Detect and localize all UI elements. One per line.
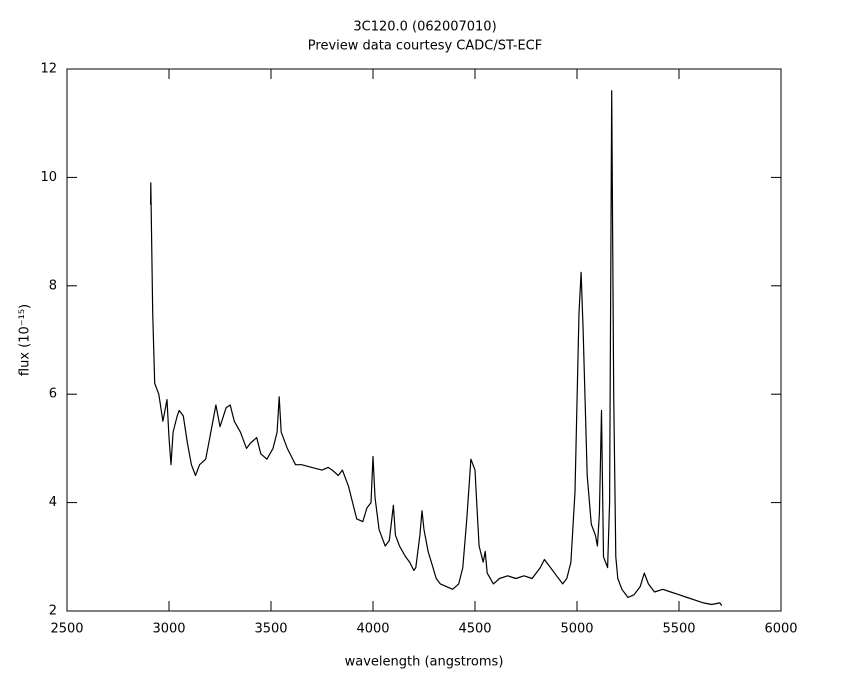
y-tick-label: 12 — [40, 62, 57, 77]
y-tick-label: 2 — [49, 604, 57, 619]
x-tick-label: 6000 — [764, 622, 797, 637]
y-tick-label: 8 — [49, 278, 57, 293]
x-tick-label: 4000 — [356, 622, 389, 637]
chart-title: 3C120.0 (062007010) — [353, 20, 496, 35]
plot-frame — [66, 68, 782, 612]
x-tick-label: 2500 — [50, 622, 83, 637]
x-tick-label: 3500 — [254, 622, 287, 637]
x-tick-label: 4500 — [458, 622, 491, 637]
x-tick-label: 3000 — [152, 622, 185, 637]
y-tick-label: 6 — [49, 387, 57, 402]
x-tick-label: 5000 — [560, 622, 593, 637]
chart-subtitle: Preview data courtesy CADC/ST-ECF — [308, 39, 542, 54]
spectrum-line — [150, 90, 723, 606]
x-axis-label: wavelength (angstroms) — [345, 655, 504, 670]
y-tick-label: 4 — [49, 495, 57, 510]
y-tick-label: 10 — [40, 170, 57, 185]
y-axis-label: flux (10⁻¹⁵) — [18, 304, 33, 376]
x-tick-label: 5500 — [662, 622, 695, 637]
